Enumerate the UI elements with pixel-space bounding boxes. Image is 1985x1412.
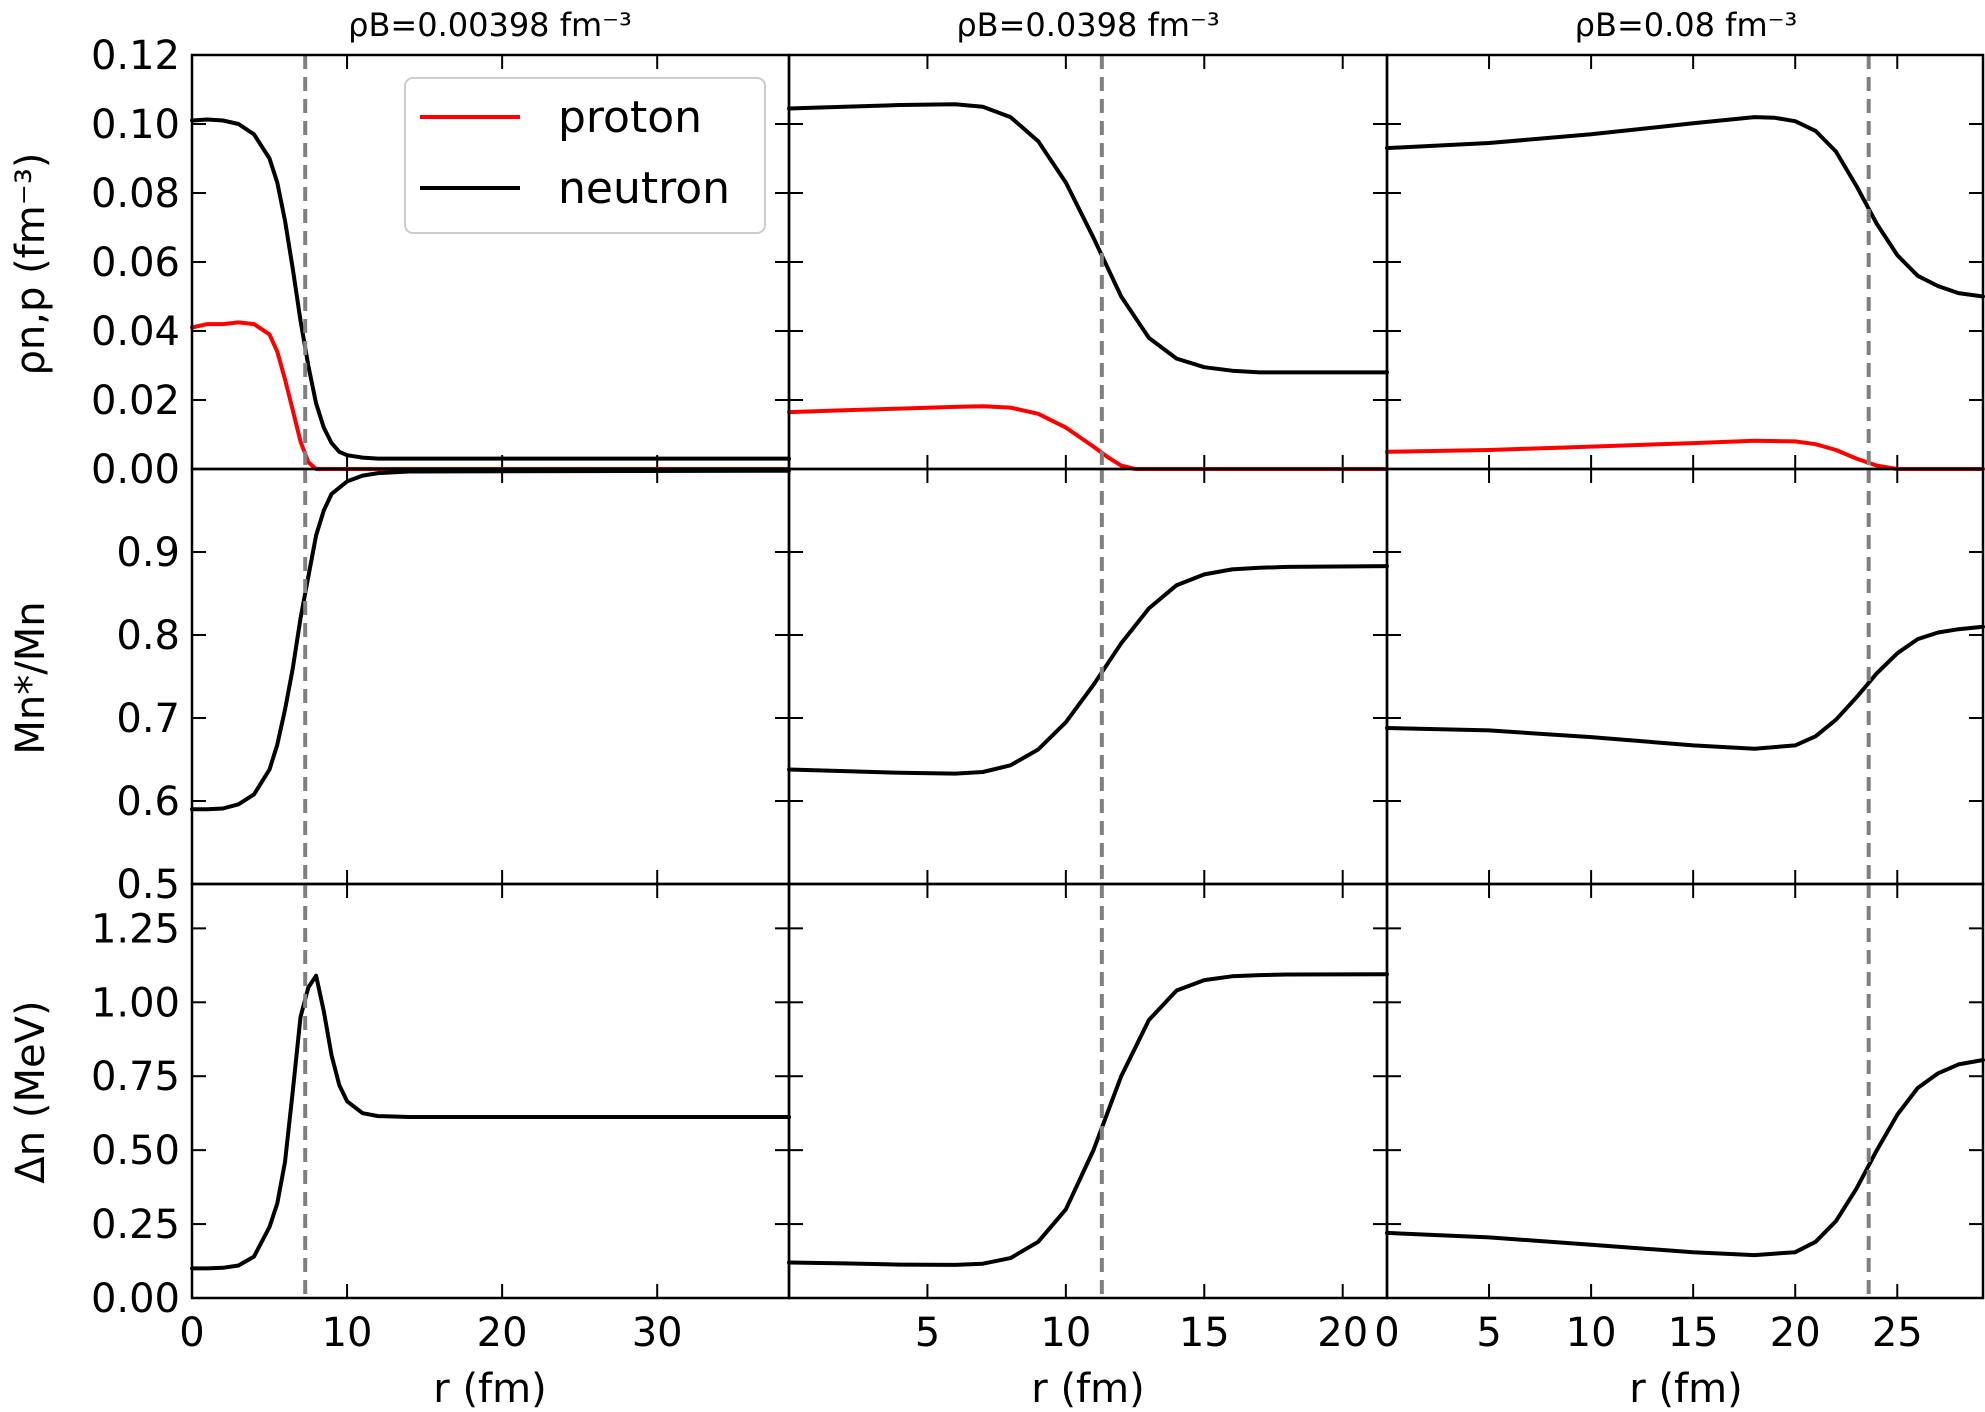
series-neutron-r2c2 <box>787 564 1389 776</box>
x-tick-label-r3c3-1: 5 <box>1476 1310 1501 1356</box>
y-tick-label-r3c1-3: 0.75 <box>91 1054 180 1100</box>
y-axis-label-density: ρn,p (fm⁻³) <box>8 153 54 376</box>
y-tick-label-r2c1-3: 0.8 <box>116 613 180 659</box>
x-tick-label-r3c3-3: 15 <box>1668 1310 1719 1356</box>
x-tick-label-r3c1-1: 10 <box>322 1310 373 1356</box>
x-tick-label-r3c2-3: 20 <box>1317 1310 1368 1356</box>
y-tick-label-r3c1-0: 0.00 <box>91 1276 180 1322</box>
series-neutron-r2c1 <box>190 468 791 812</box>
y-tick-label-r3c1-2: 0.50 <box>91 1128 180 1174</box>
y-tick-label-r3c1-4: 1.00 <box>91 980 180 1026</box>
panel-frame-r1c3 <box>1385 53 1985 471</box>
panel-frame-r2c3 <box>1385 467 1985 886</box>
y-axis-label-effective-mass: Mn*/Mn <box>8 601 54 754</box>
panel-frame-r1c2 <box>787 53 1389 471</box>
x-tick-label-r3c2-0: 5 <box>915 1310 940 1356</box>
x-tick-label-r3c2-2: 15 <box>1179 1310 1230 1356</box>
plot-layer: 0.00 0.02 0.04 0.06 0.08 0.10 0.12 0.5 0.6 0.7 0.8… <box>91 33 1985 1356</box>
x-tick-label-r3c3-2: 10 <box>1566 1310 1617 1356</box>
y-tick-label-r1c1-0: 0.00 <box>91 447 180 493</box>
series-neutron-r1c2 <box>787 102 1389 375</box>
y-tick-label-r3c1-5: 1.25 <box>91 906 180 952</box>
x-tick-label-r3c1-3: 30 <box>632 1310 683 1356</box>
x-axis-label-3: r (fm) <box>1629 1366 1742 1412</box>
y-tick-label-r2c1-2: 0.7 <box>116 696 180 742</box>
y-tick-label-r2c1-4: 0.9 <box>116 530 180 576</box>
panel-frame-r3c2 <box>787 882 1389 1300</box>
panel-frame-r3c1 <box>190 882 791 1300</box>
x-axis-label-2: r (fm) <box>1031 1366 1144 1412</box>
column-title-3: ρB=0.08 fm⁻³ <box>1575 6 1798 44</box>
series-proton-r1c2 <box>787 404 1389 471</box>
panel-frame-r2c2 <box>787 467 1389 886</box>
x-axis-label-1: r (fm) <box>433 1366 546 1412</box>
y-tick-label-r1c1-1: 0.02 <box>91 378 180 424</box>
series-neutron-r1c3 <box>1385 115 1985 299</box>
legend-label-proton: proton <box>558 92 702 143</box>
series-neutron-r3c3 <box>1385 1058 1985 1258</box>
legend: proton neutron <box>404 77 766 234</box>
y-tick-label-r2c1-1: 0.6 <box>116 779 180 825</box>
x-tick-label-r3c2-1: 10 <box>1040 1310 1091 1356</box>
x-tick-label-r3c3-4: 20 <box>1770 1310 1821 1356</box>
x-tick-label-r3c1-0: 0 <box>179 1310 204 1356</box>
series-neutron-r3c1 <box>190 973 791 1271</box>
panel-frame-r2c1 <box>190 467 791 886</box>
y-tick-label-r1c1-5: 0.10 <box>91 102 180 148</box>
panel-frame-r3c3 <box>1385 882 1985 1300</box>
y-axis-label-pairing-gap: Δn (MeV) <box>8 1000 54 1183</box>
series-proton-r1c3 <box>1385 438 1985 471</box>
y-tick-label-r3c1-1: 0.25 <box>91 1202 180 1248</box>
series-neutron-r2c3 <box>1385 624 1985 751</box>
y-tick-label-r1c1-6: 0.12 <box>91 33 180 79</box>
series-neutron-r3c2 <box>787 972 1389 1267</box>
y-tick-label-r1c1-4: 0.08 <box>91 171 180 217</box>
x-tick-label-r3c3-5: 25 <box>1872 1310 1923 1356</box>
column-title-1: ρB=0.00398 fm⁻³ <box>348 6 632 44</box>
legend-label-neutron: neutron <box>558 163 730 214</box>
x-tick-label-r3c3-0: 0 <box>1374 1310 1399 1356</box>
y-tick-label-r1c1-3: 0.06 <box>91 240 180 286</box>
y-tick-label-r2c1-0: 0.5 <box>116 862 180 908</box>
y-tick-label-r1c1-2: 0.04 <box>91 309 180 355</box>
column-title-2: ρB=0.0398 fm⁻³ <box>956 6 1219 44</box>
x-tick-label-r3c1-2: 20 <box>477 1310 528 1356</box>
series-proton-r1c1 <box>190 320 791 471</box>
